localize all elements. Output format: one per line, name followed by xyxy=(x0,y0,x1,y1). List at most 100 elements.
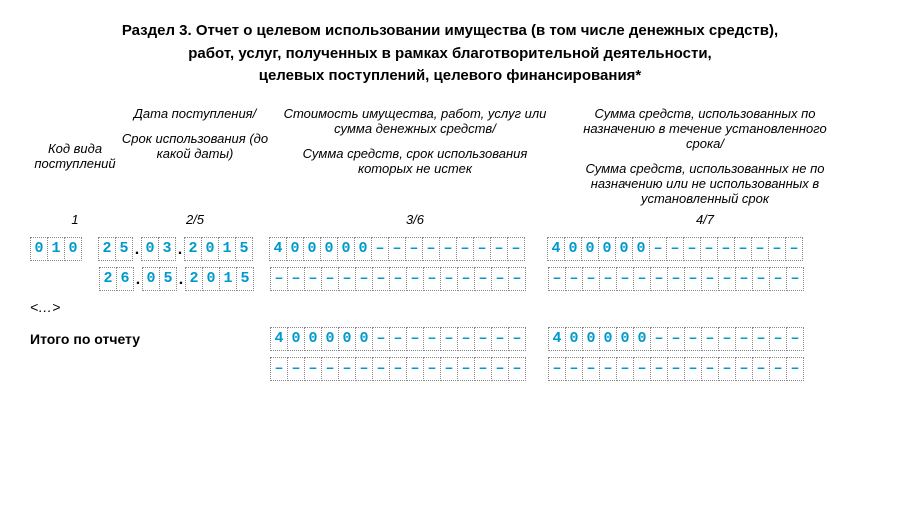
cell: 0 xyxy=(598,237,616,261)
colnum-2: 2/5 xyxy=(120,212,270,227)
cell: 0 xyxy=(142,267,160,291)
cell: – xyxy=(752,267,770,291)
cell: 0 xyxy=(321,327,339,351)
cell: – xyxy=(508,357,526,381)
cell: 0 xyxy=(616,327,634,351)
section-title: Раздел 3. Отчет о целевом использовании … xyxy=(30,20,870,88)
cell: – xyxy=(338,357,356,381)
header-col3-top: Стоимость имущества, работ, услуг или су… xyxy=(278,106,552,136)
cell: 0 xyxy=(615,237,633,261)
cell: – xyxy=(440,357,458,381)
cell: – xyxy=(700,237,718,261)
cell: – xyxy=(650,267,668,291)
cell: – xyxy=(474,327,492,351)
cell: – xyxy=(490,237,508,261)
cell: – xyxy=(507,237,525,261)
cell: 4 xyxy=(547,237,565,261)
cell: – xyxy=(667,327,685,351)
cell: – xyxy=(491,267,509,291)
amount4-cells: 400000––––––––– xyxy=(547,237,803,261)
cell: 0 xyxy=(633,327,651,351)
amount3-cells: 400000––––––––– xyxy=(270,327,526,351)
cell: – xyxy=(355,357,373,381)
cell: 0 xyxy=(354,237,372,261)
cell: 4 xyxy=(269,237,287,261)
cell: – xyxy=(599,357,617,381)
cell: 5 xyxy=(159,267,177,291)
cell: 0 xyxy=(565,327,583,351)
header-col2: Дата поступления/ Срок использования (до… xyxy=(120,106,270,206)
cell: – xyxy=(735,357,753,381)
cell: – xyxy=(786,327,804,351)
cell: – xyxy=(683,237,701,261)
cell: – xyxy=(389,357,407,381)
cell: – xyxy=(457,357,475,381)
header-col4-top: Сумма средств, использованных по назначе… xyxy=(568,106,842,151)
cell: – xyxy=(667,267,685,291)
cell: – xyxy=(371,237,389,261)
cell: – xyxy=(548,357,566,381)
cell: – xyxy=(666,237,684,261)
cell: – xyxy=(474,357,492,381)
cell: 3 xyxy=(158,237,176,261)
amount3-cells: ––––––––––––––– xyxy=(270,267,526,291)
cell: – xyxy=(701,357,719,381)
cell: 0 xyxy=(599,327,617,351)
total-row-1: Итого по отчету 400000––––––––– 400000––… xyxy=(30,327,870,351)
cell: 1 xyxy=(47,237,65,261)
cell: – xyxy=(270,267,288,291)
date-month-cells: 03 xyxy=(141,237,176,261)
cell: – xyxy=(355,267,373,291)
cell: – xyxy=(440,267,458,291)
cell: – xyxy=(338,267,356,291)
cell: – xyxy=(439,237,457,261)
date-day-cells: 25 xyxy=(98,237,133,261)
cell: 0 xyxy=(304,327,322,351)
cell: – xyxy=(389,267,407,291)
title-line-3: целевых поступлений, целевого финансиров… xyxy=(30,65,870,88)
colnum-1: 1 xyxy=(30,212,120,227)
colnum-3: 3/6 xyxy=(270,212,560,227)
cell: – xyxy=(565,357,583,381)
cell: – xyxy=(508,327,526,351)
cell: – xyxy=(684,267,702,291)
cell: – xyxy=(423,327,441,351)
header-col2-bottom: Срок использования (до какой даты) xyxy=(120,131,270,161)
cell: 1 xyxy=(219,267,237,291)
cell: 1 xyxy=(218,237,236,261)
colnum-4: 4/7 xyxy=(560,212,850,227)
cell: – xyxy=(650,357,668,381)
cell: – xyxy=(633,267,651,291)
cell: – xyxy=(321,267,339,291)
cell: – xyxy=(422,237,440,261)
cell: – xyxy=(440,327,458,351)
cell: – xyxy=(270,357,288,381)
cell: – xyxy=(786,267,804,291)
cell: – xyxy=(769,267,787,291)
cell: 0 xyxy=(201,237,219,261)
cell: – xyxy=(491,357,509,381)
cell: 0 xyxy=(338,327,356,351)
cell: 2 xyxy=(184,237,202,261)
cell: – xyxy=(769,357,787,381)
cell: 5 xyxy=(235,237,253,261)
cell: – xyxy=(751,237,769,261)
cell: 0 xyxy=(632,237,650,261)
cell: – xyxy=(423,267,441,291)
cell: – xyxy=(457,327,475,351)
cell: – xyxy=(649,237,667,261)
date-year-cells: 2015 xyxy=(185,267,254,291)
cell: – xyxy=(735,267,753,291)
amount3-cells: 400000––––––––– xyxy=(269,237,525,261)
cell: – xyxy=(735,327,753,351)
cell: 4 xyxy=(270,327,288,351)
date-dot: . xyxy=(177,267,185,291)
cell: – xyxy=(457,267,475,291)
cell: – xyxy=(718,267,736,291)
date-dot: . xyxy=(134,267,142,291)
cell: 0 xyxy=(30,237,48,261)
cell: – xyxy=(474,267,492,291)
cell: 0 xyxy=(320,237,338,261)
cell: – xyxy=(406,327,424,351)
cell: – xyxy=(423,357,441,381)
